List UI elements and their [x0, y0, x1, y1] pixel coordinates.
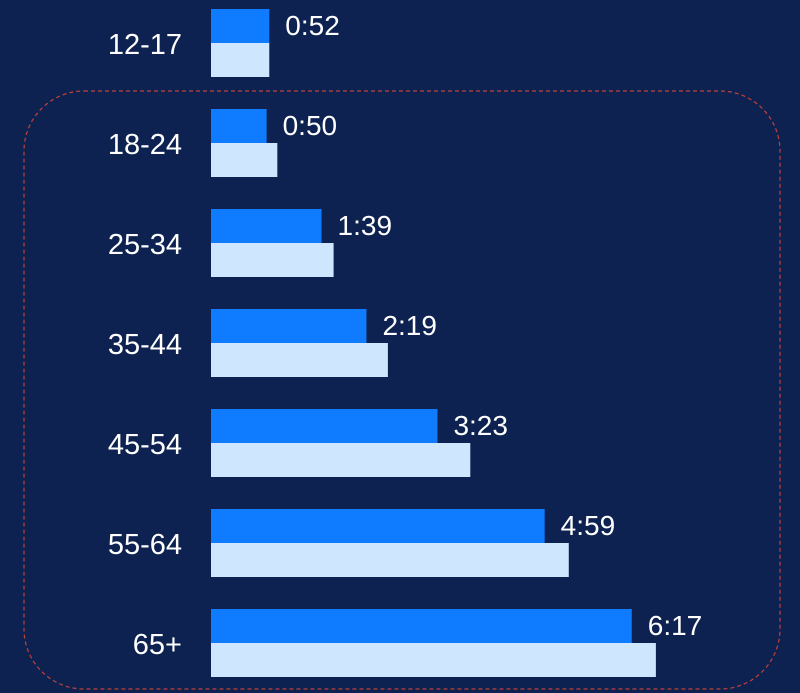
- category-label-35-44: 35-44: [108, 329, 182, 361]
- labels-group: 12-17 0:52 18-24 0:50 25-34 1:39 35-44 2:19 45-5…: [108, 10, 702, 661]
- bar-secondary-12-17: [211, 43, 270, 77]
- highlight-group: [23, 90, 781, 690]
- bar-secondary-35-44: [211, 343, 388, 377]
- value-label-35-44: 2:19: [382, 310, 437, 341]
- bar-secondary-18-24: [211, 143, 278, 177]
- bars-group: [211, 9, 656, 677]
- bar-secondary-65+: [211, 643, 656, 677]
- bar-primary-25-34: [211, 209, 322, 243]
- value-label-18-24: 0:50: [283, 110, 338, 141]
- bar-primary-55-64: [211, 509, 545, 543]
- bar-secondary-45-54: [211, 443, 471, 477]
- value-label-12-17: 0:52: [285, 10, 340, 41]
- bar-secondary-55-64: [211, 543, 569, 577]
- value-label-25-34: 1:39: [338, 210, 393, 241]
- bar-primary-35-44: [211, 309, 367, 343]
- bar-secondary-25-34: [211, 243, 334, 277]
- bar-primary-12-17: [211, 9, 270, 43]
- bar-primary-45-54: [211, 409, 438, 443]
- bar-primary-18-24: [211, 109, 267, 143]
- category-label-12-17: 12-17: [108, 29, 182, 61]
- category-label-65+: 65+: [133, 629, 182, 661]
- category-label-25-34: 25-34: [108, 229, 182, 261]
- category-label-18-24: 18-24: [108, 129, 182, 161]
- bar-primary-65+: [211, 609, 632, 643]
- category-label-55-64: 55-64: [108, 529, 182, 561]
- category-label-45-54: 45-54: [108, 429, 182, 461]
- value-label-45-54: 3:23: [453, 410, 508, 441]
- value-label-65+: 6:17: [648, 610, 703, 641]
- highlight-box: [23, 90, 781, 690]
- value-label-55-64: 4:59: [561, 510, 616, 541]
